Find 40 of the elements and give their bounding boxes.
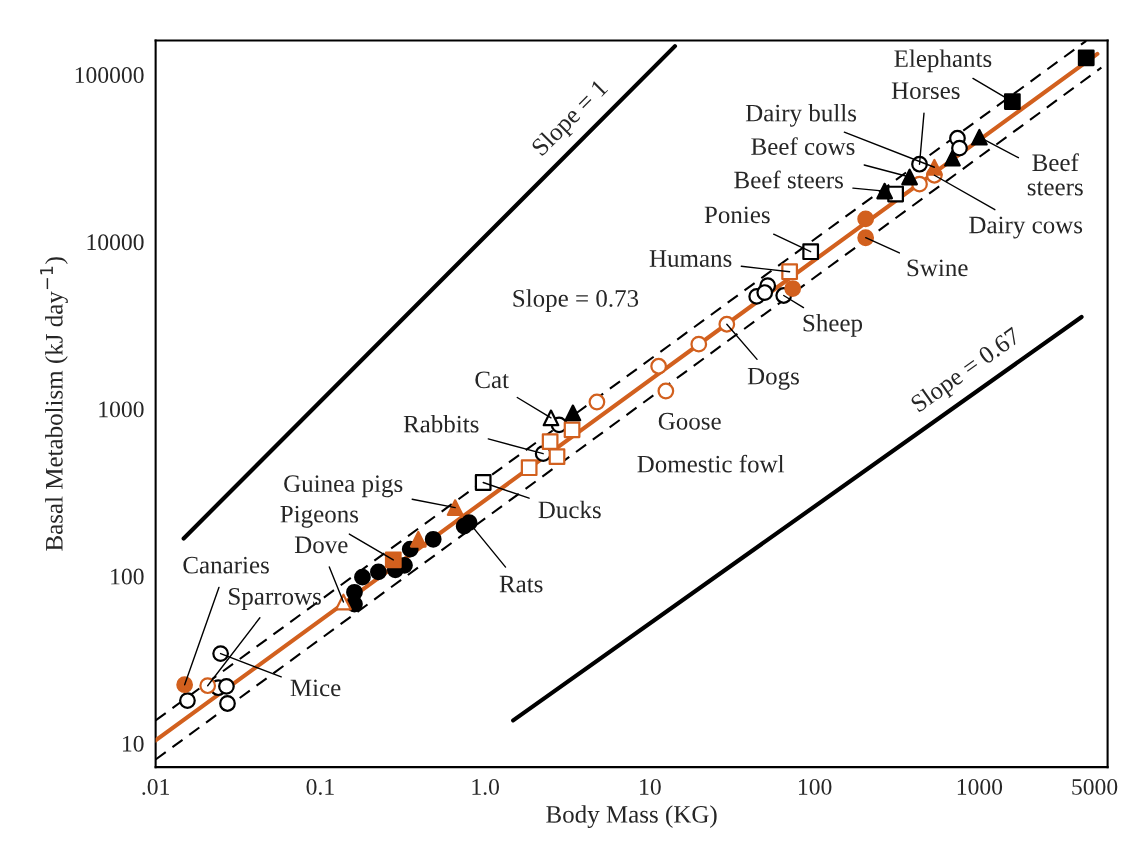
annotation: Goose xyxy=(658,412,721,430)
annotation: Humans xyxy=(649,250,732,267)
annotation: Ponies xyxy=(704,206,770,224)
y-tick-label: 10000 xyxy=(87,234,144,251)
x-tick-label: 10 xyxy=(640,778,661,795)
y-tick-label: 100000 xyxy=(75,67,144,84)
annotation: Mice xyxy=(290,679,341,697)
x-tick-label: 100 xyxy=(799,778,832,795)
annotation: Dogs xyxy=(747,367,799,390)
annotation: Domestic fowl xyxy=(637,454,785,473)
x-tick-label: 1000 xyxy=(957,778,1003,795)
annotation: Rabbits xyxy=(403,414,479,433)
annotation: Elephants xyxy=(894,49,992,73)
annotation: Dove xyxy=(294,536,348,554)
annotation: Slope = 0.73 xyxy=(513,289,639,312)
y-tick-label: 10 xyxy=(122,735,144,752)
annotation: Ducks xyxy=(538,500,601,519)
annotation: Sheep xyxy=(803,313,863,337)
annotation: Pigeons xyxy=(280,505,359,528)
annotation: Dairy cows xyxy=(969,216,1083,239)
annotation: Canaries xyxy=(183,556,269,574)
annotation: Cat xyxy=(475,371,509,389)
x-tick-label: .01 xyxy=(142,778,169,795)
annotation: Rats xyxy=(499,575,543,593)
annotation: Horses xyxy=(891,82,960,100)
annotation: Swine xyxy=(907,259,968,277)
x-tick-label: 5000 xyxy=(1072,778,1118,795)
annotation: Beef steers xyxy=(734,170,843,189)
annotation: Dairy bulls xyxy=(745,103,857,127)
x-axis-title: Body Mass (KG) xyxy=(546,805,717,828)
y-tick-label: 1000 xyxy=(99,401,144,418)
text: Slope = 0.67 xyxy=(909,325,1025,417)
annotation: Guinea pigs xyxy=(284,475,403,498)
y-tick-label: 100 xyxy=(111,568,144,585)
x-tick-label: 0.1 xyxy=(306,778,334,795)
y-axis-title: Basal Metabolism (kJ day$^{−1}$) xyxy=(40,257,68,551)
x-tick-label: 1.0 xyxy=(472,778,499,795)
annotation: Sparrows xyxy=(229,588,321,610)
annotation: Beef steers xyxy=(1027,153,1083,196)
annotation: Beef cows xyxy=(751,137,855,155)
